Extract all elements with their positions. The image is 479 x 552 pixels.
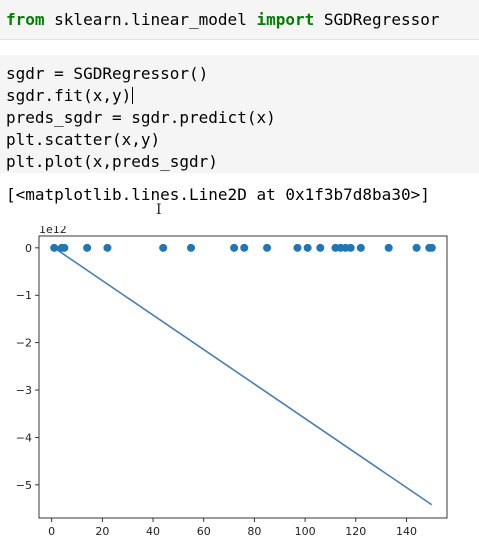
code-line-import[interactable]: from sklearn.linear_model import SGDRegr… [6,9,439,31]
scatter-point [384,243,393,252]
scatter-point [83,243,92,252]
scatter-point [412,243,421,252]
scatter-point [427,243,436,252]
code-cell-import[interactable]: from sklearn.linear_model import SGDRegr… [0,0,479,40]
y-tick-label: −2 [16,337,32,350]
x-tick-label: 120 [345,525,366,538]
code-cell-regression[interactable]: sgdr = SGDRegressor() sgdr.fit(x,y) pred… [0,55,479,173]
code-text: sklearn.linear_model [44,10,257,29]
scatter-point [187,243,196,252]
scatter-point [60,243,69,252]
prediction-line [53,247,433,506]
scatter-point [50,243,59,252]
x-tick-label: 60 [197,525,211,538]
x-tick-label: 140 [396,525,417,538]
scatter-point [356,243,365,252]
x-tick-label: 0 [48,525,55,538]
cell-output-text: [<matplotlib.lines.Line2D at 0x1f3b7d8ba… [6,185,430,204]
scatter-point [293,243,302,252]
scatter-line-chart: 1e12 0 20 40 60 80 100 120 140 0 −1 −2 −3 −4 −5 [16,226,448,538]
y-tick-label: −1 [16,289,32,302]
x-tick-label: 80 [247,525,261,538]
code-line[interactable]: sgdr.fit(x,y) [6,85,134,107]
code-line[interactable]: plt.scatter(x,y) [6,130,161,149]
scatter-point [230,243,239,252]
code-keyword: from [6,10,45,29]
y-tick-label: −5 [16,479,32,492]
scatter-point [263,243,272,252]
y-tick-label: −4 [16,431,32,444]
code-line[interactable]: preds_sgdr = sgdr.predict(x) [6,108,276,127]
x-tick-label: 100 [295,525,316,538]
text-cursor [132,87,134,104]
scatter-point [303,243,312,252]
code-keyword: import [256,10,315,29]
y-tick-label: −3 [16,384,32,397]
scatter-point [159,243,168,252]
scatter-point [346,243,355,252]
scatter-point [316,243,325,252]
axis-offset-label: 1e12 [39,226,67,236]
code-line-text: sgdr.fit(x,y) [6,86,132,105]
mouse-ibeam-cursor: I [156,202,162,218]
scatter-point [103,243,112,252]
code-text: SGDRegressor [314,10,440,29]
code-line[interactable]: plt.plot(x,preds_sgdr) [6,152,218,171]
x-tick-label: 40 [146,525,160,538]
y-tick-label: 0 [25,242,32,255]
code-line[interactable]: sgdr = SGDRegressor() [6,64,209,83]
scatter-point [240,243,249,252]
x-tick-label: 20 [95,525,109,538]
